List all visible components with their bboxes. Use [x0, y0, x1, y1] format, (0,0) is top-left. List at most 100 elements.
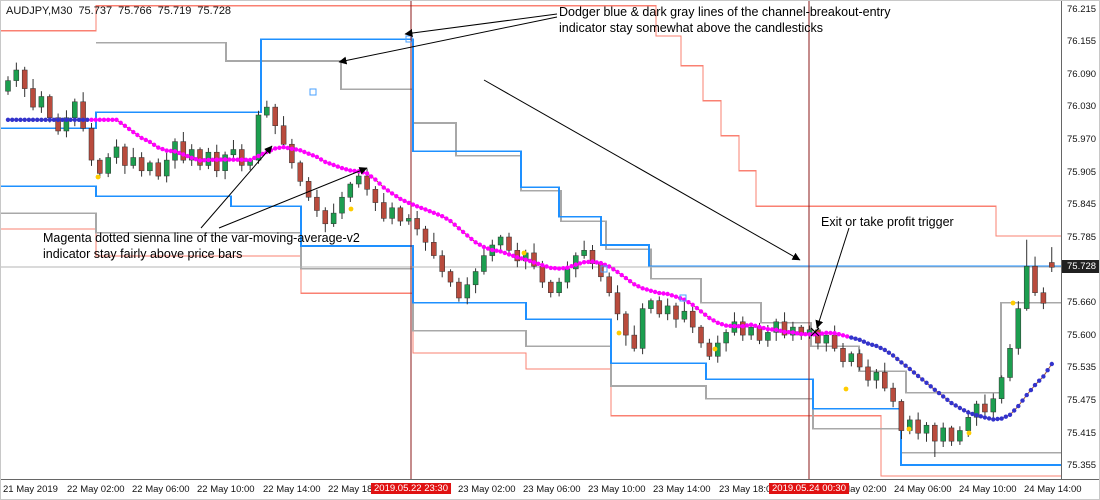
candle-body	[88, 128, 95, 161]
ma-dot	[577, 261, 583, 266]
price-tick-label: 75.415	[1067, 428, 1097, 439]
ma-dot	[828, 330, 833, 336]
ma-dot	[352, 168, 357, 174]
ma-dot	[423, 207, 428, 212]
annotation-exit-text: Exit or take profit trigger	[821, 215, 954, 229]
candle-body	[990, 398, 997, 413]
ma-dot	[364, 171, 370, 176]
candle-body	[673, 305, 679, 320]
time-tick-label: 22 May 14:00	[263, 484, 321, 495]
ma-dot	[632, 282, 637, 287]
candle-body	[681, 310, 688, 320]
annotation-arrow[interactable]	[218, 167, 368, 229]
candle-body	[656, 300, 663, 315]
ma-dot	[5, 117, 11, 123]
ma-dot	[561, 266, 566, 271]
candle-body	[581, 250, 587, 256]
price-tick-label: 75.600	[1067, 330, 1097, 341]
ma-dot	[698, 309, 704, 314]
candle-body	[623, 313, 629, 336]
candle-body	[447, 271, 454, 283]
ma-dot	[1032, 382, 1038, 388]
time-tick-label: 23 May 10:00	[588, 484, 646, 495]
lower-blue-line[interactable]	[1, 185, 1061, 466]
ma-dot	[139, 135, 144, 141]
annotation-channel-line2: indicator stay somewhat above the candle…	[559, 21, 824, 35]
ma-dot	[799, 331, 804, 337]
ma-dot	[966, 410, 971, 415]
annotation-ma-line1: Magenta dotted sienna line of the var-mo…	[43, 231, 360, 245]
candle-body	[280, 125, 287, 145]
ma-dot	[757, 324, 762, 330]
annotation-arrow[interactable]	[815, 227, 850, 329]
annotation-arrow[interactable]	[483, 79, 801, 261]
ma-dot	[840, 333, 846, 338]
candle-body	[230, 149, 237, 156]
object-anchor-square[interactable]	[309, 88, 317, 96]
ma-dot	[193, 157, 199, 162]
ma-dot	[640, 286, 645, 291]
candle-body	[1007, 348, 1013, 378]
annotation-arrow[interactable]	[200, 145, 273, 229]
ma-dot	[845, 334, 850, 339]
time-tick-label: 22 May 02:00	[67, 484, 125, 495]
ma-dot	[623, 275, 629, 281]
lower-gray-line[interactable]	[1, 212, 1061, 454]
price-axis[interactable]: 76.215 76.155 76.090 76.030 75.970 75.905 75.8…	[1061, 1, 1099, 479]
ma-dot	[414, 204, 420, 209]
ma-dot	[1045, 368, 1050, 373]
ma-dot	[490, 247, 495, 253]
annotation-arrow[interactable]	[338, 16, 558, 65]
signal-dot-yellow	[616, 330, 622, 336]
candle-body	[464, 284, 471, 299]
ma-dot	[874, 343, 879, 349]
ma-dot	[924, 380, 929, 385]
ma-dot	[243, 157, 249, 162]
ma-dot	[761, 325, 766, 331]
ma-dot	[794, 331, 800, 336]
signal-dot-yellow	[521, 250, 527, 256]
object-anchor-square[interactable]	[679, 294, 687, 302]
ma-dot	[556, 266, 562, 271]
ma-dot	[870, 342, 875, 347]
candle-body	[381, 202, 387, 219]
upper-salmon-line[interactable]	[1, 5, 1061, 237]
candle-body	[689, 310, 696, 328]
candle-body	[614, 292, 621, 315]
candle-body	[1023, 265, 1030, 309]
upper-blue-line[interactable]	[1, 38, 1061, 267]
lower-salmon-line[interactable]	[1, 228, 1061, 477]
ma-dot	[168, 148, 173, 154]
ma-dot	[235, 157, 240, 162]
ma-dot	[181, 152, 186, 157]
time-tick-label: 23 May 02:00	[458, 484, 516, 495]
ma-dot	[444, 216, 449, 221]
annotation-arrow[interactable]	[404, 13, 558, 37]
ma-dot	[398, 196, 403, 202]
ma-dot	[93, 117, 98, 123]
ma-dot	[899, 360, 904, 365]
chart-canvas[interactable]	[1, 1, 1061, 479]
ma-dot	[703, 312, 708, 317]
ma-dot	[565, 265, 570, 270]
ma-dot	[18, 117, 23, 123]
candle-body	[1049, 262, 1055, 268]
ma-dot	[753, 323, 758, 328]
time-axis[interactable]: 21 May 2019 22 May 02:00 22 May 06:00 22 Ma…	[1, 479, 1099, 499]
ma-dot	[247, 157, 253, 163]
candle-body	[1040, 292, 1047, 304]
ma-dot	[920, 377, 925, 382]
ma-dot	[786, 330, 791, 335]
candle-body	[865, 366, 871, 381]
ma-dot	[531, 260, 537, 265]
ma-dot	[498, 249, 503, 254]
ma-dot	[932, 387, 937, 392]
candle-body	[163, 159, 170, 177]
ma-dot	[857, 337, 862, 342]
ma-dot	[118, 120, 123, 126]
ma-dot	[523, 257, 528, 262]
object-anchor-square[interactable]	[600, 265, 608, 273]
ma-dot	[665, 291, 670, 297]
ma-dot	[114, 117, 119, 123]
